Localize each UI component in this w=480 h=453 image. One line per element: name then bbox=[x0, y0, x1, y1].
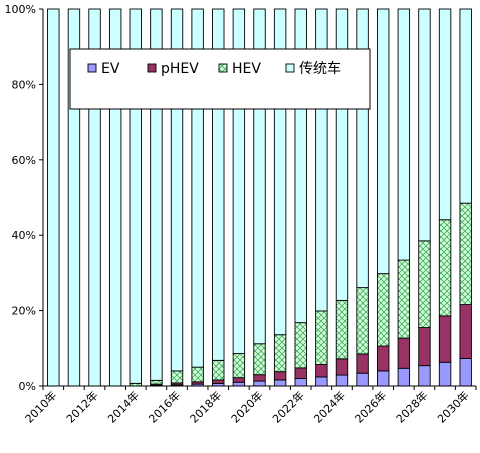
bar-segment-pHEV-2019年 bbox=[232, 377, 246, 383]
bar-segment-HEV-2015年 bbox=[150, 379, 163, 385]
bar-segment-传统车-2026年 bbox=[377, 8, 390, 275]
bar-segment-EV-2030年 bbox=[459, 358, 472, 387]
x-tick-label: 2020年 bbox=[228, 388, 265, 425]
x-tick-label: 2028年 bbox=[393, 388, 430, 425]
legend-label-HEV: HEV bbox=[232, 61, 261, 77]
x-tick-label: 2010年 bbox=[22, 388, 59, 425]
bar-segment-传统车-2020年 bbox=[253, 8, 266, 345]
legend-swatch-传统车 bbox=[285, 63, 295, 73]
bar-segment-HEV-2027年 bbox=[397, 259, 411, 339]
bar-segment-传统车-2010年 bbox=[47, 8, 60, 387]
bar-segment-传统车-2023年 bbox=[315, 8, 328, 312]
bar-segment-HEV-2019年 bbox=[232, 353, 246, 379]
bar-segment-传统车-2028年 bbox=[418, 8, 431, 242]
bar-segment-传统车-2018年 bbox=[212, 8, 225, 361]
x-tick-label: 2012年 bbox=[63, 388, 100, 425]
bar-segment-EV-2029年 bbox=[438, 361, 452, 387]
bar-segment-传统车-2022年 bbox=[294, 8, 307, 324]
x-tick-label: 2014年 bbox=[104, 388, 141, 425]
bar-segment-HEV-2028年 bbox=[418, 240, 431, 329]
y-tick-label: 0% bbox=[19, 380, 36, 393]
x-tick-label: 2018年 bbox=[187, 388, 224, 425]
bar-segment-EV-2028年 bbox=[418, 365, 431, 387]
y-tick-label: 100% bbox=[5, 3, 36, 16]
bar-segment-HEV-2018年 bbox=[212, 359, 225, 381]
x-tick-label: 2016年 bbox=[146, 388, 183, 425]
y-tick-label: 20% bbox=[12, 305, 36, 318]
bar-segment-HEV-2025年 bbox=[356, 287, 369, 355]
bar-segment-EV-2021年 bbox=[273, 379, 287, 387]
legend-label-EV: EV bbox=[101, 61, 120, 77]
x-tick-label: 2022年 bbox=[269, 388, 306, 425]
bar-segment-pHEV-2022年 bbox=[294, 367, 307, 379]
legend: EV pHEV HEV 传统车 bbox=[69, 48, 371, 110]
bar-segment-EV-2026年 bbox=[377, 370, 390, 387]
bar-segment-pHEV-2028年 bbox=[418, 327, 431, 367]
bar-segment-传统车-2027年 bbox=[397, 8, 411, 261]
bar-segment-pHEV-2018年 bbox=[212, 379, 225, 384]
bar-segment-HEV-2022年 bbox=[294, 322, 307, 369]
bar-segment-HEV-2026年 bbox=[377, 273, 390, 347]
bar-segment-传统车-2017年 bbox=[191, 8, 204, 368]
bar-segment-pHEV-2027年 bbox=[397, 337, 411, 369]
bar-segment-HEV-2017年 bbox=[191, 366, 204, 383]
y-tick-label: 40% bbox=[12, 229, 36, 242]
legend-swatch-HEV bbox=[218, 63, 228, 73]
bar-segment-HEV-2016年 bbox=[170, 370, 184, 384]
bar-segment-HEV-2020年 bbox=[253, 343, 266, 376]
bar-segment-EV-2019年 bbox=[232, 381, 246, 387]
legend-swatch-pHEV bbox=[147, 63, 157, 73]
y-tick-label: 80% bbox=[12, 78, 36, 91]
bar-segment-pHEV-2030年 bbox=[459, 304, 472, 359]
bar-segment-EV-2022年 bbox=[294, 378, 307, 387]
legend-swatch-EV bbox=[87, 63, 97, 73]
bar-segment-EV-2025年 bbox=[356, 372, 369, 387]
bar-segment-传统车-2025年 bbox=[356, 8, 369, 289]
bar-segment-传统车-2014年 bbox=[129, 8, 142, 384]
bar-segment-pHEV-2023年 bbox=[315, 364, 328, 378]
bar-segment-pHEV-2020年 bbox=[253, 374, 266, 382]
bars-layer bbox=[47, 8, 472, 387]
bar-segment-HEV-2030年 bbox=[459, 202, 472, 306]
bar-segment-HEV-2021年 bbox=[273, 334, 287, 373]
legend-label-传统车: 传统车 bbox=[299, 60, 341, 77]
bar-segment-传统车-2024年 bbox=[335, 8, 349, 301]
bar-segment-HEV-2029年 bbox=[438, 219, 452, 317]
legend-box bbox=[69, 48, 371, 110]
bar-segment-传统车-2021年 bbox=[273, 8, 287, 336]
y-tick-label: 60% bbox=[12, 154, 36, 167]
bar-segment-传统车-2030年 bbox=[459, 8, 472, 204]
bar-segment-传统车-2015年 bbox=[150, 8, 163, 381]
bar-segment-pHEV-2024年 bbox=[335, 358, 349, 376]
bar-segment-传统车-2019年 bbox=[232, 8, 246, 355]
x-tick-label: 2024年 bbox=[311, 388, 348, 425]
bar-segment-传统车-2029年 bbox=[438, 8, 452, 221]
bar-segment-传统车-2016年 bbox=[170, 8, 184, 372]
bar-segment-pHEV-2026年 bbox=[377, 345, 390, 372]
bar-segment-EV-2023年 bbox=[315, 376, 328, 387]
bar-segment-HEV-2024年 bbox=[335, 299, 349, 360]
bar-segment-HEV-2023年 bbox=[315, 310, 328, 365]
x-tick-label: 2026年 bbox=[352, 388, 389, 425]
bar-segment-EV-2024年 bbox=[335, 374, 349, 387]
bar-segment-pHEV-2025年 bbox=[356, 353, 369, 374]
bar-segment-pHEV-2029年 bbox=[438, 315, 452, 363]
bar-segment-EV-2020年 bbox=[253, 380, 266, 387]
bar-segment-pHEV-2021年 bbox=[273, 371, 287, 381]
bar-segment-EV-2027年 bbox=[397, 367, 411, 387]
x-tick-label: 2030年 bbox=[434, 388, 471, 425]
legend-label-pHEV: pHEV bbox=[161, 61, 199, 77]
